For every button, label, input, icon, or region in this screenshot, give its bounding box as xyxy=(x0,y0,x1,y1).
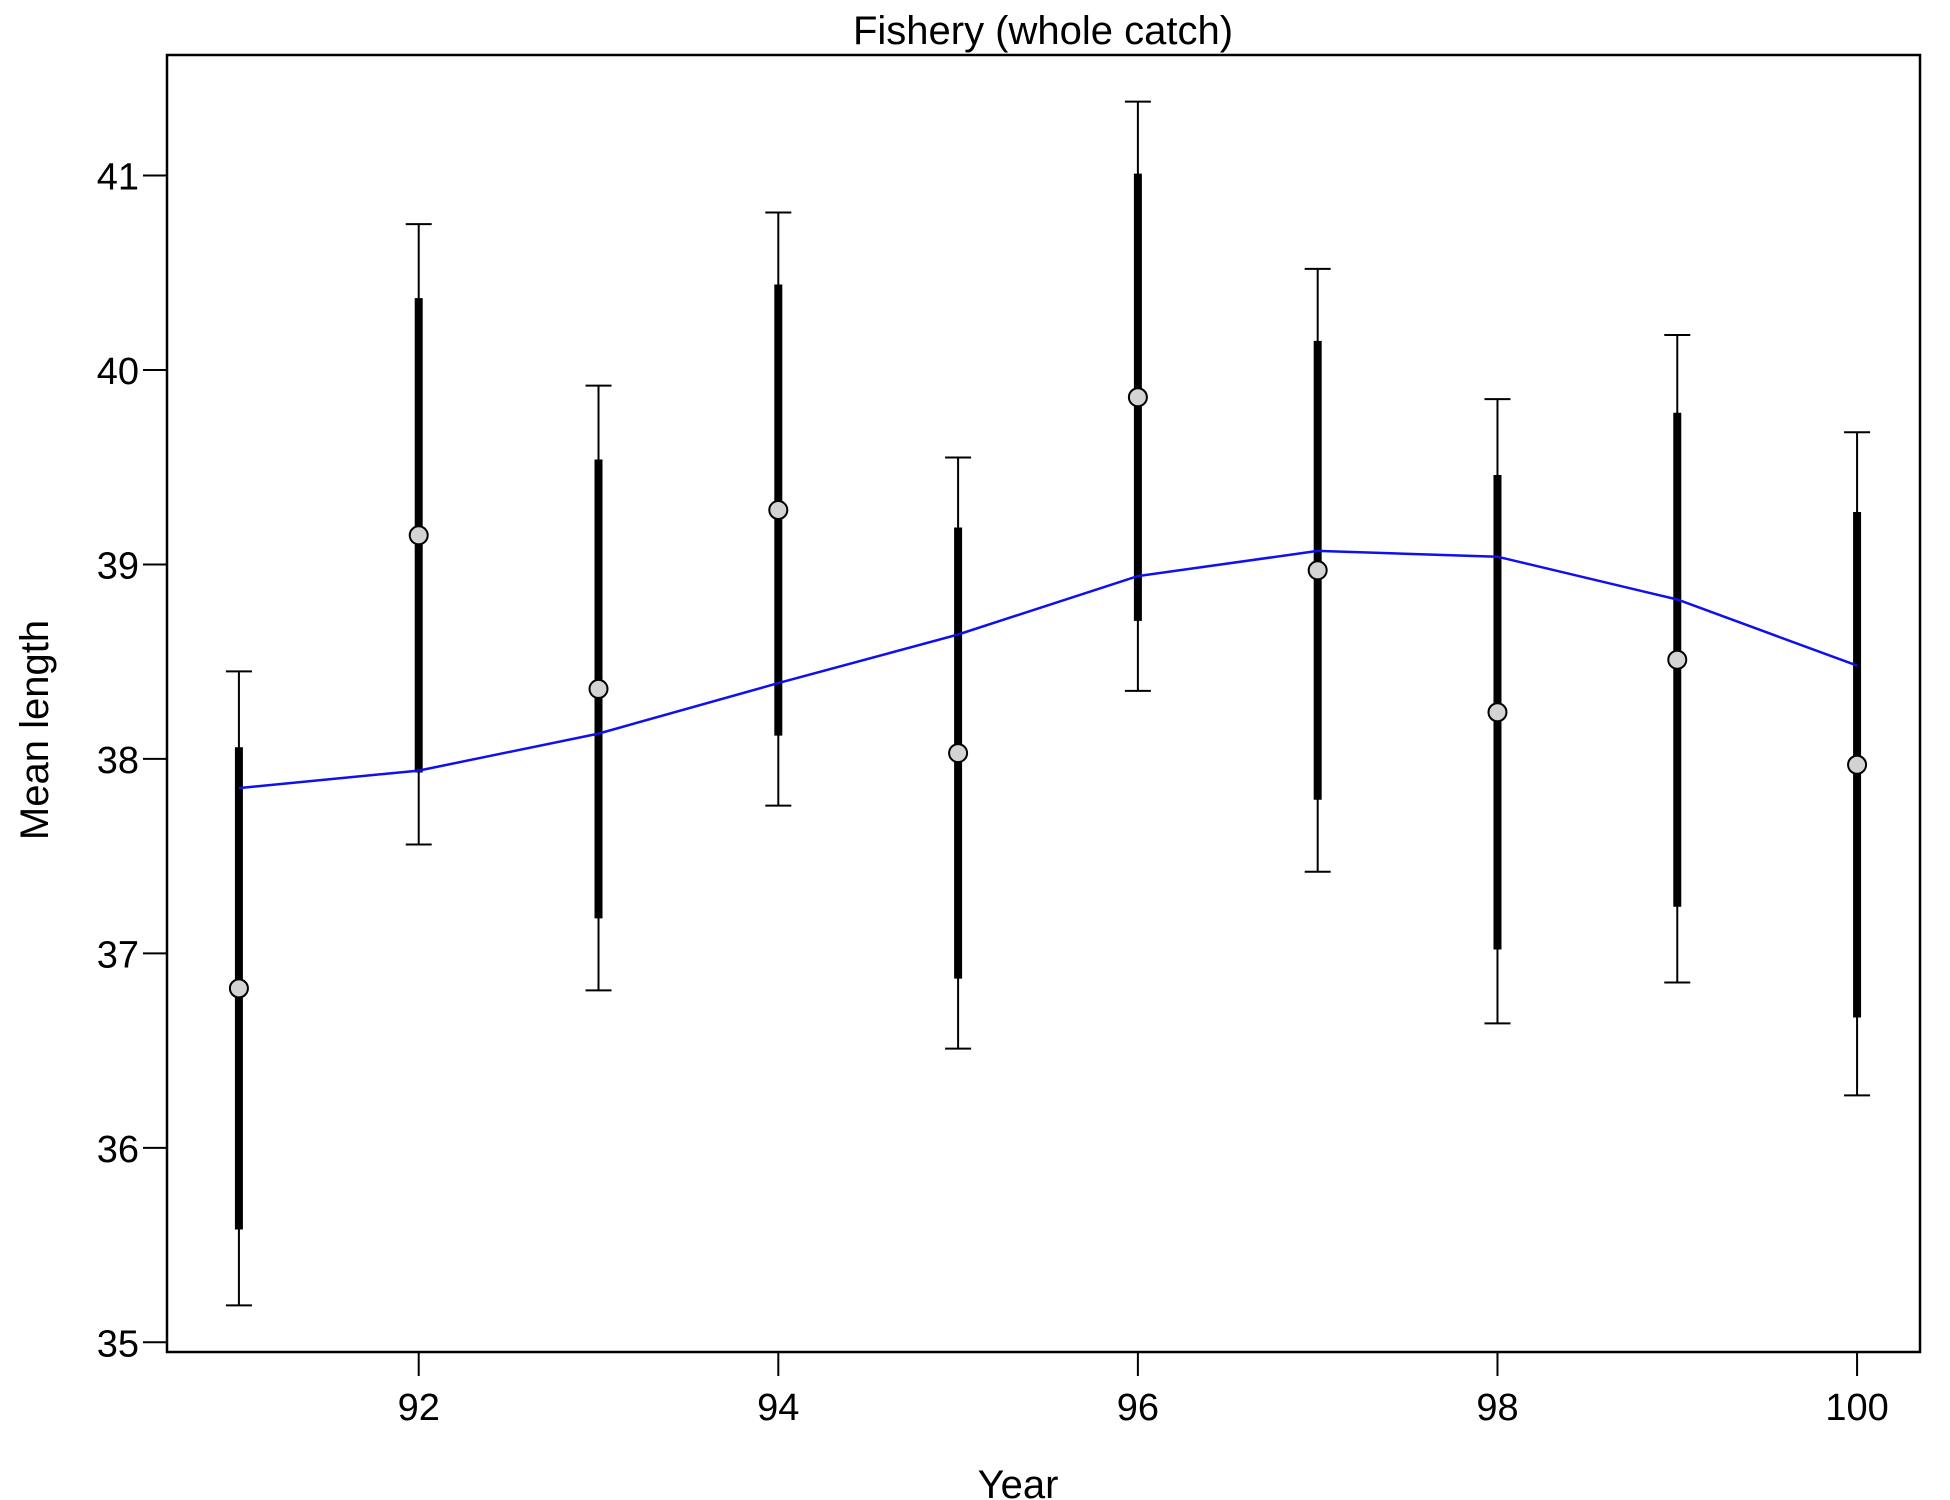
plot-frame xyxy=(165,53,1922,1354)
x-tick-label: 96 xyxy=(1117,1387,1159,1429)
x-axis-title: Year xyxy=(978,1463,1059,1500)
observed-point xyxy=(408,525,429,546)
y-tick-label: 36 xyxy=(97,1129,139,1171)
observed-point xyxy=(1307,560,1328,581)
y-tick-label: 37 xyxy=(97,934,139,976)
observed-point xyxy=(1667,649,1688,670)
y-axis-title: Mean length xyxy=(13,620,57,840)
x-axis: 92 94 96 98 100 xyxy=(398,1352,1889,1429)
observed-point xyxy=(228,978,249,999)
y-tick-label: 39 xyxy=(97,545,139,587)
observed-points xyxy=(228,387,1868,999)
observed-point xyxy=(1487,702,1508,723)
interval-bars xyxy=(225,100,1871,1307)
observed-point xyxy=(1847,754,1868,775)
x-tick-label: 94 xyxy=(757,1387,799,1429)
x-tick-label: 92 xyxy=(398,1387,440,1429)
fit-line xyxy=(238,549,1858,790)
x-tick-label: 98 xyxy=(1476,1387,1518,1429)
observed-point xyxy=(1127,387,1148,408)
fit-line-group xyxy=(238,549,1858,790)
y-axis: 35 36 37 38 39 40 41 xyxy=(97,157,167,1365)
observed-point xyxy=(948,743,969,764)
y-tick-label: 38 xyxy=(97,740,139,782)
y-tick-label: 35 xyxy=(97,1323,139,1365)
observed-point xyxy=(768,500,789,521)
observed-point xyxy=(588,678,609,699)
y-tick-label: 41 xyxy=(97,157,139,199)
chart-title: Fishery (whole catch) xyxy=(853,9,1233,53)
y-tick-label: 40 xyxy=(97,351,139,393)
x-tick-label: 100 xyxy=(1825,1387,1888,1429)
